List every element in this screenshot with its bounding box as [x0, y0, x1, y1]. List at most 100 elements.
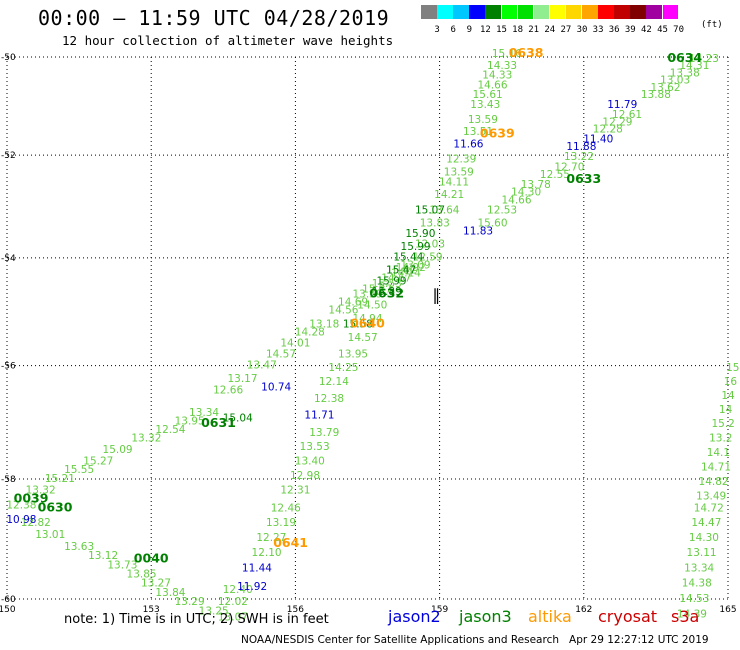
legend-swatch — [533, 5, 550, 19]
credit-line: NOAA/NESDIS Center for Satellite Applica… — [241, 634, 709, 646]
wave-height-value: 15.99 — [377, 275, 407, 287]
pass-number-label: 0641 — [273, 535, 308, 550]
wave-height-value: 12.82 — [21, 517, 51, 529]
legend-label: 12 — [479, 25, 491, 35]
legend-label: 24 — [544, 25, 556, 35]
wave-height-value: 14.57 — [266, 348, 296, 360]
legend-swatch — [485, 5, 501, 19]
wave-height-value: 12.39 — [446, 154, 476, 166]
wave-height-value: 13.88 — [641, 89, 671, 101]
wave-height-value: 14.31 — [679, 60, 709, 72]
wave-height-value: 11.79 — [607, 99, 637, 111]
y-tick-label: -58 — [1, 475, 16, 485]
wave-height-value: 15.44 — [393, 251, 423, 263]
wave-height-value: 14.30 — [511, 187, 541, 199]
y-tick-label: -50 — [1, 53, 16, 63]
pass-number-label: 0638 — [509, 45, 544, 60]
legend-swatch — [646, 5, 662, 19]
wave-height-value: 15.2 — [711, 418, 734, 430]
wave-height-value: 13.59 — [468, 114, 498, 126]
wave-height-value: 12.31 — [280, 485, 310, 497]
wave-height-value: 13.18 — [309, 318, 339, 330]
wave-height-value: 13.53 — [300, 441, 330, 453]
wave-height-value: 12.70 — [554, 161, 584, 173]
wave-height-value: 13.84 — [155, 587, 185, 599]
legend-swatch — [614, 5, 630, 19]
wave-height-value: 13.83 — [420, 218, 450, 230]
wave-height-value: 15.99 — [401, 241, 431, 253]
wave-height-value: 14.33 — [482, 70, 512, 82]
x-tick-label: 150 — [0, 605, 16, 615]
wave-height-value: 13.34 — [189, 407, 219, 419]
wave-height-value: 12.27 — [256, 532, 286, 544]
wave-height-value: 13.12 — [88, 550, 118, 562]
satellite-legend-item: jason3 — [459, 607, 512, 626]
page-subtitle: 12 hour collection of altimeter wave hei… — [62, 33, 394, 48]
pass-number-label: 0633 — [566, 171, 601, 186]
axis-ticks: 150 153 156 159 162 165 -50 -52 -54 -56 -58 -60 — [0, 53, 737, 615]
wave-height-value: 12.66 — [213, 384, 243, 396]
wave-height-value: 11.88 — [566, 141, 596, 153]
satellite-tracks: 15.1614.3314.3314.6615.6113.4313.5913.51… — [6, 48, 739, 624]
wave-height-value: 13.73 — [107, 559, 137, 571]
wave-height-value: 14.66 — [501, 194, 531, 206]
wave-height-value: 13.38 — [670, 67, 700, 79]
wave-height-value: 13.85 — [127, 568, 157, 580]
wave-height-value: 13.64 — [429, 205, 459, 217]
wave-height-value: 14.23 — [689, 53, 719, 65]
wave-height-value: 14.82 — [699, 476, 729, 488]
x-tick-label: 165 — [719, 605, 736, 615]
wave-height-value: 13.95 — [338, 348, 368, 360]
wave-height-value: 13.2 — [709, 432, 732, 444]
wave-height-value: 13.17 — [227, 373, 257, 385]
wave-height-value: 14.53 — [679, 593, 709, 605]
page-title: 00:00 – 11:59 UTC 04/28/2019 — [38, 6, 390, 30]
legend-unit: (ft) — [701, 20, 723, 30]
satellite-legend-item: altika — [528, 607, 572, 626]
wave-height-value: 13.09 — [401, 259, 431, 271]
x-tick-label: 162 — [575, 605, 592, 615]
pass-number-label: 0631 — [201, 415, 236, 430]
wave-height-value: 12.02 — [218, 596, 248, 608]
wave-height-value: 13.59 — [444, 166, 474, 178]
map-marker-glyph: ∥ — [432, 285, 440, 304]
wave-height-value: 13.32 — [26, 485, 56, 497]
footer-note: note: 1) Time is in UTC; 2) SWH is in fe… — [64, 612, 329, 627]
wave-height-value: 13.01 — [35, 529, 65, 541]
wave-height-value: 14.30 — [689, 532, 719, 544]
wave-height-value: 13.03 — [660, 75, 690, 87]
wave-height-value: 15.07 — [415, 205, 445, 217]
wave-height-value: 13.51 — [463, 126, 493, 138]
wave-height-value: 13.27 — [141, 578, 171, 590]
legend-swatch — [678, 5, 695, 19]
pass-number-label: 0039 — [14, 490, 49, 505]
wave-height-value: 11.40 — [583, 134, 613, 146]
wave-height-value: 13.59 — [352, 289, 382, 301]
pass-number-label: 0632 — [369, 286, 404, 301]
x-tick-label: 159 — [431, 605, 448, 615]
wave-height-value: 12.40 — [223, 584, 253, 596]
y-tick-label: -54 — [1, 254, 16, 264]
pass-number-label: 0639 — [480, 126, 515, 141]
wave-height-value: 13.78 — [521, 179, 551, 191]
wave-height-value: 14.57 — [348, 332, 378, 344]
legend-swatch — [565, 5, 582, 19]
pass-number-label: 0640 — [350, 315, 385, 330]
wave-height-value: 12.46 — [271, 502, 301, 514]
satellite-legend-item: s3a — [671, 607, 700, 626]
legend-label: 39 — [624, 25, 636, 35]
wave-height-value: 11.66 — [453, 139, 483, 151]
wave-height-value: 14.94 — [352, 313, 382, 325]
satellite-legend-item: cryosat — [598, 607, 658, 626]
wave-height-value: 13.62 — [650, 82, 680, 94]
wave-height-value: 12.54 — [155, 424, 185, 436]
wave-height-value: 10.74 — [261, 382, 291, 394]
wave-height-value: 13.40 — [295, 456, 325, 468]
wave-height-value: 14.28 — [295, 326, 325, 338]
wave-height-value: 14.56 — [328, 305, 358, 317]
wave-height-value: 14.11 — [439, 176, 469, 188]
legend-swatch — [421, 5, 437, 19]
wave-height-value: 15.61 — [473, 89, 503, 101]
